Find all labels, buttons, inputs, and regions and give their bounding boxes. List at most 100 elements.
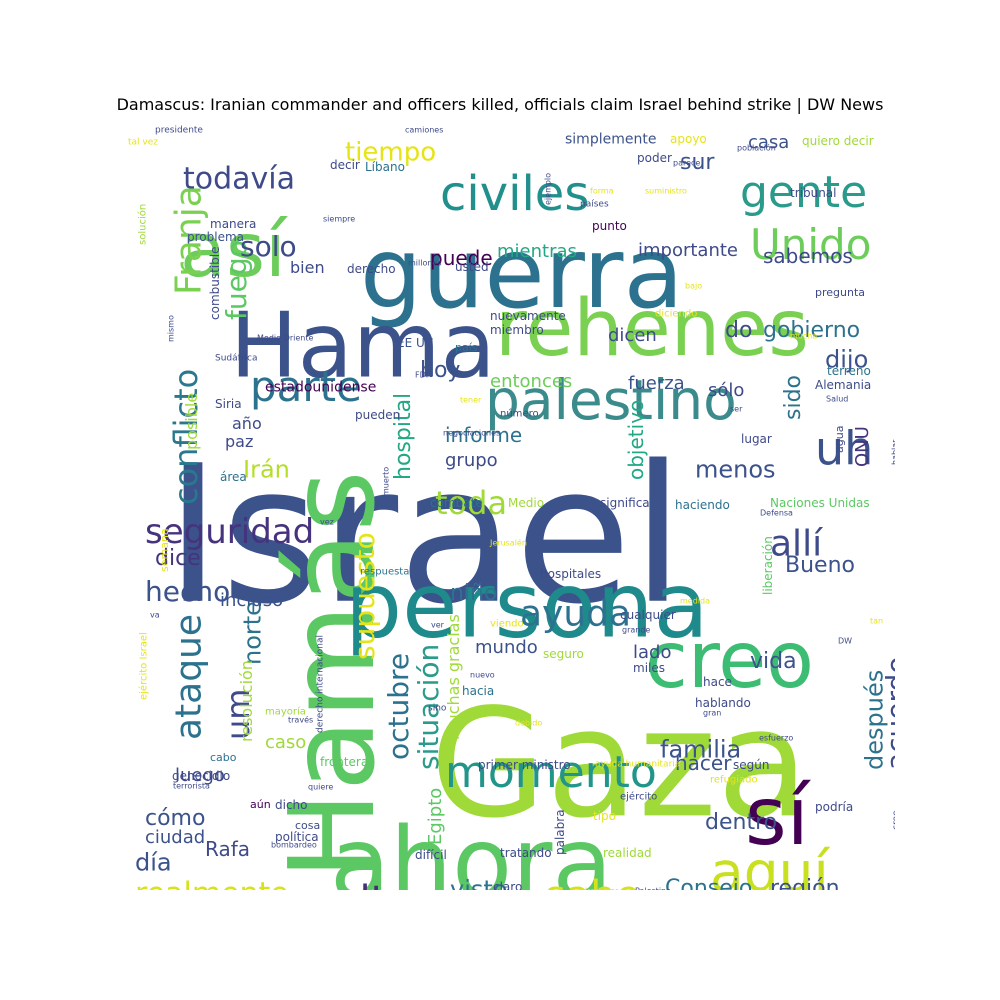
word-muerto: muerto [382, 467, 391, 496]
word-sur: sur [680, 150, 715, 175]
word-menos: menos [695, 456, 776, 484]
word-conflicto: conflicto [167, 369, 205, 505]
word-naciones-unidas: Naciones Unidas [770, 496, 870, 510]
word-situacion: situación [412, 644, 445, 770]
word-um: um [219, 689, 257, 740]
word-miembro: miembro [490, 323, 544, 337]
word-region: región [770, 876, 840, 890]
word-objetivo: objetivo [624, 400, 648, 480]
word-bombardeo: bombardeo [271, 841, 317, 850]
word-todavia: todavía [183, 162, 295, 197]
word-derecho: derecho [347, 262, 396, 276]
word-politica: política [275, 830, 319, 844]
word-fuerza: fuerza [628, 373, 685, 394]
word-rehenes: rehenes [495, 284, 809, 374]
word-ciudad: ciudad [145, 827, 205, 848]
word-entonces: entonces [490, 371, 572, 392]
word-palestino: palestino [485, 368, 737, 432]
word-paises: países [580, 200, 609, 210]
word-dw: DW [838, 637, 852, 646]
word-supuesto: supuesto [348, 532, 381, 660]
word-onu: ONU [852, 426, 873, 467]
word-consejo: Consejo [665, 876, 752, 890]
word-numero: número [500, 407, 539, 419]
word-podria: podría [815, 800, 853, 814]
word-luego: luego [175, 765, 225, 786]
word-claro: claro [493, 880, 522, 890]
word-persona: persona [345, 553, 709, 658]
word-nino: niño [450, 581, 497, 606]
word-parte: parte [250, 362, 362, 411]
word-quiero-decir: quiero decir [802, 134, 874, 148]
word-presidente: presidente [155, 126, 203, 136]
word-usted: usted [455, 260, 489, 274]
word-norte: norte [239, 601, 267, 665]
word-gobierno: gobierno [763, 318, 860, 343]
word-rafa: Rafa [205, 837, 250, 861]
word-franja: Franja [169, 185, 210, 295]
word-dentro: dentro [705, 810, 777, 835]
word-grupo: grupo [445, 450, 498, 471]
word-negociaciones: negociaciones [443, 429, 500, 438]
word-mientras: mientras [497, 241, 577, 262]
word-estadounidense: estadounidense [265, 380, 376, 396]
word-solo: solo [240, 230, 297, 263]
word-cualquier: cualquier [620, 608, 676, 622]
chart-title: Damascus: Iranian commander and officers… [116, 95, 884, 114]
word-ataque: ataque [169, 614, 210, 740]
word-tipo: tipo [593, 809, 616, 823]
word-dia: día [135, 849, 172, 877]
word-vez: vez [320, 518, 334, 527]
word-parece: parece [673, 159, 700, 168]
word-lado: lado [633, 642, 671, 663]
word-punto: punto [592, 219, 627, 233]
word-ser: ser [730, 405, 743, 414]
word-palabra: palabra [553, 809, 567, 855]
word-iran: Irán [243, 456, 290, 484]
word-ejemplo: ejemplo [544, 173, 553, 205]
word-viendo: viendo [490, 618, 524, 629]
word-pueden: pueden [355, 408, 400, 422]
word-visto: visto [450, 876, 507, 890]
word-dicen: dicen [608, 325, 657, 346]
word-informe: informe [445, 423, 522, 447]
word-manera: manera [210, 217, 256, 231]
word-hospital: hospital [391, 393, 416, 480]
word-muchas-gracias: muchas gracias [444, 614, 463, 740]
word-realidad: realidad [603, 846, 652, 860]
word-salud: Salud [826, 395, 848, 404]
word-hospitales: hospitales [540, 567, 601, 581]
word-cosa: cosa [295, 819, 320, 832]
word-toda: toda [435, 484, 507, 522]
word-ayuda-humanitaria: ayuda humanitaria [595, 760, 680, 770]
word-bien: bien [290, 258, 325, 277]
word-combustible: combustible [208, 247, 222, 320]
word-bueno: Bueno [785, 553, 855, 578]
word-refugiado: refugiado [710, 774, 758, 785]
word-simplemente: simplemente [565, 132, 656, 148]
word-incluso: incluso [220, 590, 283, 611]
word-pregunta: pregunta [815, 286, 865, 299]
word-poblacion: población [737, 143, 776, 153]
word-bajo: bajo [685, 282, 702, 291]
word-asi: así [180, 206, 288, 294]
word-unido: Unido [750, 220, 871, 269]
word-millones: millones [408, 259, 442, 268]
word-defensa: Defensa [760, 509, 793, 518]
word-octubre: octubre [382, 653, 415, 760]
word-seguro: seguro [543, 647, 584, 661]
word-medida: medida [680, 597, 710, 606]
word-grande: grande [622, 626, 650, 635]
word-liberacion: liberación [761, 536, 775, 595]
word-gente: gente [740, 167, 867, 218]
word-sabe: sabe [545, 873, 640, 890]
word-importante: importante [638, 240, 738, 261]
word-tiempo: tiempo [345, 137, 436, 167]
word-tener: tener [460, 396, 482, 405]
word-hamas: Hamás [263, 470, 401, 880]
word-segun: según [733, 758, 769, 772]
word-creo: creo [645, 616, 814, 706]
word-ejercito-israel: ejército Israel [137, 632, 149, 700]
word-dificil: difícil [415, 848, 447, 862]
